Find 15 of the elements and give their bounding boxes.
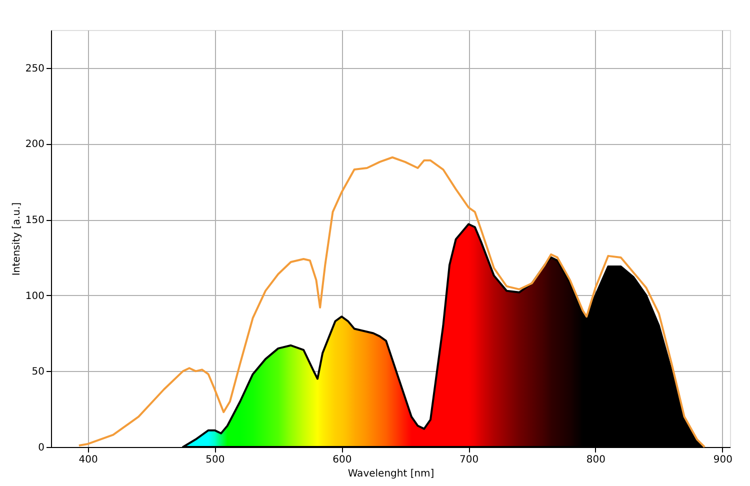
x-tick-label: 700 xyxy=(460,454,479,466)
x-tick-label: 400 xyxy=(78,454,98,466)
y-axis-title: Intensity [a.u.] xyxy=(11,202,22,276)
y-tick-label: 150 xyxy=(25,215,44,226)
x-tick-label: 600 xyxy=(332,454,352,466)
x-tick-label: 900 xyxy=(713,454,732,466)
y-tick-label: 100 xyxy=(25,290,44,302)
y-tick-label: 50 xyxy=(32,366,44,378)
x-tick-label: 500 xyxy=(206,454,225,466)
x-tick-label: 800 xyxy=(586,454,606,466)
y-tick-label: 200 xyxy=(25,139,44,150)
y-tick-label: 250 xyxy=(25,63,44,74)
x-axis-title: Wavelenght [nm] xyxy=(348,468,434,480)
y-tick-label: 0 xyxy=(38,442,44,454)
line-series xyxy=(78,156,706,448)
